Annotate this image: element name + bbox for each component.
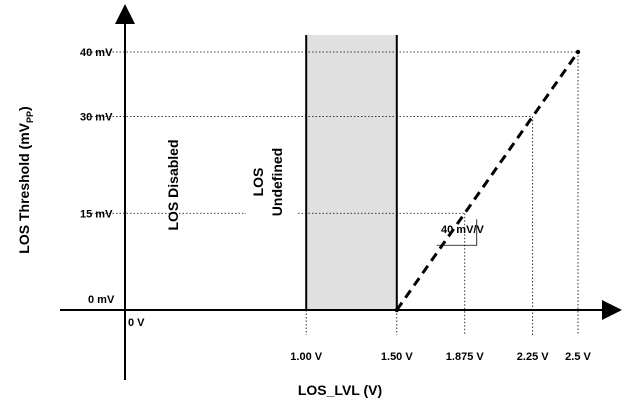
x-tick-label: 1.875 V <box>446 351 485 363</box>
x-tick-label: 1.50 V <box>381 351 413 363</box>
slope-triangle <box>436 219 478 246</box>
region-label-los-disabled: LOS Disabled <box>165 139 181 230</box>
slope-label: 40 mV/V <box>441 224 484 236</box>
series-point-0 <box>394 307 399 313</box>
y-tick-label: 40 mV <box>80 47 113 59</box>
x-axis-title: LOS_LVL (V) <box>298 382 382 398</box>
region-undefined-fill <box>306 35 397 310</box>
series-line-0 <box>395 51 580 311</box>
region-label-undefined-line2: Undefined <box>269 148 285 216</box>
y-axis-title: LOS Threshold (mVPP) <box>16 106 35 253</box>
region-label-undefined-line1: LOS <box>250 168 266 197</box>
y-axis-title-main: LOS Threshold (mV <box>16 122 32 253</box>
series-point-3 <box>575 49 581 55</box>
x-tick-label: 2.5 V <box>565 351 591 363</box>
region-undefined-label-box <box>246 117 296 247</box>
y-tick-label: 30 mV <box>80 112 113 124</box>
y-axis-title-close: ) <box>16 106 32 111</box>
x-tick-label: 0 V <box>128 317 145 329</box>
y-tick-label: 0 mV <box>88 294 115 306</box>
x-tick-label: 1.00 V <box>290 351 322 363</box>
x-tick-label: 2.25 V <box>517 351 549 363</box>
y-axis-title-sub: PP <box>25 111 35 123</box>
y-tick-label: 15 mV <box>80 208 113 220</box>
